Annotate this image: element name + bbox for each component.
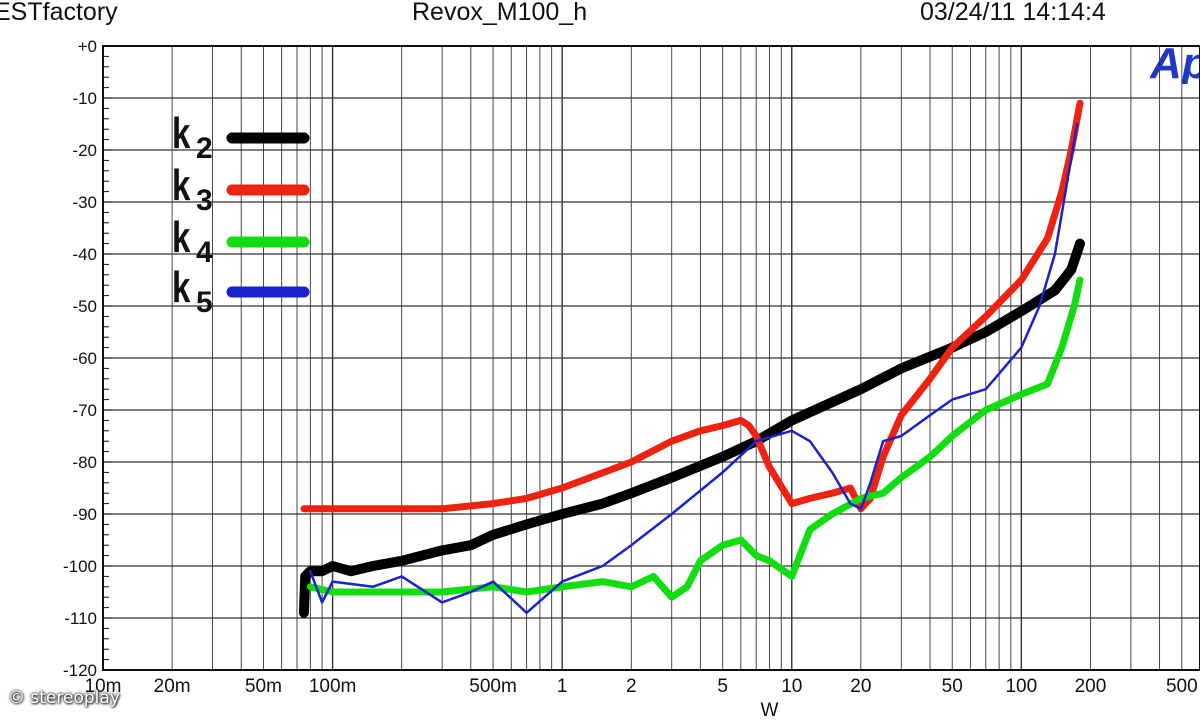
legend-sub-k3: 3 <box>196 184 213 217</box>
x-tick-label: 10m <box>85 676 122 697</box>
legend-sub-k4: 4 <box>196 236 213 269</box>
x-tick-label: 50 <box>942 676 963 697</box>
legend-sub-k2: 2 <box>196 132 213 165</box>
legend-label-k3: k <box>172 162 191 211</box>
y-tick-label: -40 <box>72 245 97 264</box>
y-tick-label: -80 <box>72 453 97 472</box>
x-tick-label: 100 <box>1005 676 1037 697</box>
x-tick-label: 200 <box>1075 676 1107 697</box>
major-grid <box>102 45 1200 671</box>
legend-sub-k5: 5 <box>196 286 213 319</box>
x-tick-label: 1 <box>557 676 568 697</box>
x-tick-label: 10 <box>781 676 802 697</box>
y-tick-label: -100 <box>63 557 97 576</box>
y-tick-label: -120 <box>63 661 97 680</box>
x-tick-label: 2 <box>626 676 637 697</box>
series-lines <box>298 99 1085 618</box>
y-tick-label: -20 <box>72 141 97 160</box>
y-tick-label: +0 <box>78 37 97 56</box>
x-axis-ticks: 10m 20m 50m 100m 500m 1 2 5 10 20 50 100 200 500 <box>85 676 1198 697</box>
timestamp: 03/24/11 14:14:4 <box>920 0 1106 26</box>
series-line-k3 <box>300 99 1084 513</box>
y-tick-label: -110 <box>64 609 97 628</box>
x-axis-label: W <box>761 700 779 720</box>
y-tick-label: -30 <box>72 193 97 212</box>
brand-label: ESTfactory <box>0 0 118 26</box>
legend-label-k4: k <box>172 214 191 263</box>
y-tick-label: -70 <box>72 401 97 420</box>
x-tick-label: 50m <box>245 676 282 697</box>
y-axis-ticks: +0 -10 -20 -30 -40 -50 -60 -70 -80 -90 -100 -110 -12… <box>63 37 113 680</box>
chart-title: Revox_M100_h <box>412 0 588 26</box>
y-tick-label: -90 <box>72 505 97 524</box>
x-tick-label: 20m <box>154 676 191 697</box>
credit-watermark: © stereoplay <box>8 688 120 708</box>
legend-label-k2: k <box>172 110 191 159</box>
y-tick-label: -10 <box>72 89 97 108</box>
legend: k 2k 3k 4k 5 <box>172 110 310 319</box>
legend-label-k5: k <box>172 264 191 313</box>
series-line-k4 <box>306 276 1084 601</box>
y-tick-label: -60 <box>72 349 97 368</box>
x-tick-label: 5 <box>717 676 728 697</box>
x-tick-label: 100m <box>309 676 357 697</box>
series-line-k5 <box>309 122 1079 615</box>
x-tick-label: 20 <box>850 676 871 697</box>
y-tick-label: -50 <box>72 297 97 316</box>
ap-logo: Ap <box>1150 44 1200 84</box>
x-tick-label: 500 <box>1166 676 1198 697</box>
series-line-k2 <box>298 238 1085 618</box>
x-tick-label: 500m <box>469 676 517 697</box>
